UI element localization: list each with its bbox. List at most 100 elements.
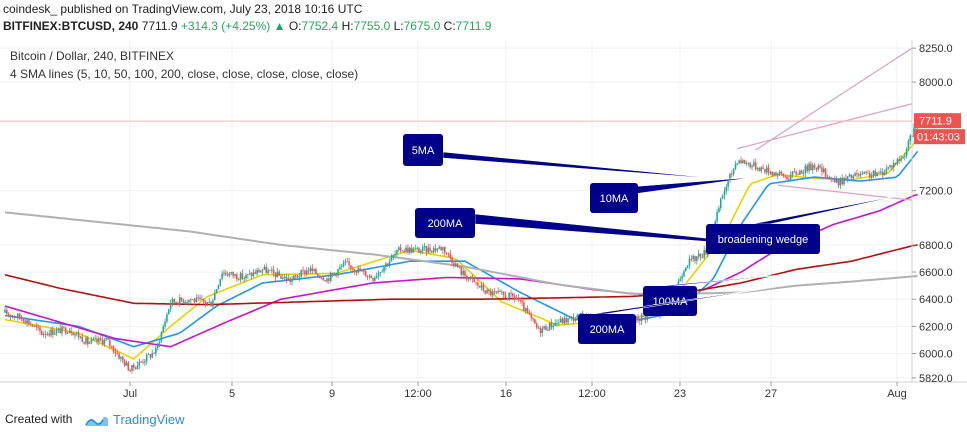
candle-body (123, 360, 126, 366)
candle-body (530, 314, 533, 318)
candle-body (267, 270, 269, 274)
candle-body (484, 290, 487, 294)
candle-body (881, 171, 884, 176)
candle-body (834, 178, 836, 183)
candle-body (140, 361, 142, 363)
candle-body (173, 298, 176, 303)
candle-body (155, 348, 157, 354)
candle-body (7, 314, 10, 315)
price-tick-label: 8250.0 (919, 43, 953, 55)
candle-body (33, 325, 36, 327)
candle-body (99, 338, 102, 341)
candle-body (136, 365, 139, 370)
trendline-upper (755, 47, 913, 151)
candle-body (210, 301, 212, 307)
candle-body (637, 316, 639, 321)
candle-body (420, 250, 422, 253)
candle-body (39, 327, 41, 331)
price-tick-label: 6000.0 (919, 349, 953, 361)
callout-box (578, 314, 636, 344)
candle-body (180, 297, 183, 301)
publisher-name[interactable]: coindesk_ (3, 2, 58, 16)
candle-body (692, 255, 694, 260)
candle-body (499, 291, 501, 292)
candle-body (13, 315, 15, 318)
candle-body (431, 251, 433, 253)
candle-body (90, 339, 93, 343)
candle-body (26, 320, 28, 324)
candle-body (50, 329, 52, 336)
open-value: 7752.4 (301, 19, 339, 33)
candle-body (355, 271, 358, 273)
footer: Created with TradingView (0, 404, 967, 432)
candle-body (558, 322, 560, 324)
price-chart[interactable]: 5MA 10MA 200MA broadening wedge 100MA 200MA 5… (0, 40, 967, 402)
candle-body (381, 271, 383, 273)
candle-body (423, 246, 426, 248)
candle-body (186, 301, 188, 303)
candle-body (271, 269, 273, 271)
candle-body (133, 364, 135, 368)
callout-box (415, 208, 475, 238)
candle-body (145, 354, 148, 362)
candle-body (510, 293, 512, 294)
candle-body (872, 170, 875, 176)
candle-body (280, 275, 282, 279)
candle-body (442, 247, 444, 251)
candle-body (471, 276, 474, 279)
candle-body (243, 278, 245, 280)
candle-body (523, 302, 525, 311)
candle-body (85, 337, 87, 344)
candle-body (230, 271, 233, 274)
candle-body (758, 168, 761, 172)
callout-box (403, 134, 443, 166)
candle-body (72, 333, 74, 336)
candle-body (478, 285, 481, 288)
price-axis[interactable]: 5820.0 6000.0 6200.0 6400.0 6600.0 6800.0 7200… (912, 43, 953, 385)
candle-body (35, 325, 38, 328)
candle-body (861, 173, 864, 175)
candle-body (177, 302, 179, 305)
candle-body (754, 162, 757, 170)
candle-body (854, 173, 856, 177)
candle-body (144, 361, 146, 363)
candle-body (390, 256, 393, 262)
candle-body (751, 165, 753, 168)
candle-body (213, 293, 216, 301)
candle-body (725, 186, 728, 192)
candle-body (447, 253, 450, 255)
candle-body (83, 342, 85, 344)
candle-body (351, 268, 354, 270)
candle-body (743, 160, 746, 164)
candle-body (184, 302, 187, 303)
candle-body (749, 162, 751, 168)
candle-body (359, 268, 361, 272)
candle-body (565, 318, 567, 323)
price-tick-label: 8000.0 (919, 77, 953, 89)
candle-body (771, 172, 774, 176)
candle-body (887, 167, 889, 169)
candle-body (513, 296, 516, 299)
candle-body (236, 274, 238, 280)
candle-body (497, 291, 499, 293)
tradingview-link[interactable]: TradingView (113, 412, 185, 427)
candle-body (81, 336, 84, 343)
candle-body (913, 127, 915, 137)
candle-body (517, 297, 520, 301)
candle-body (116, 353, 119, 354)
candle-body (817, 165, 820, 170)
candle-body (427, 247, 429, 253)
candle-body (372, 278, 374, 281)
time-tick-label: 23 (674, 388, 686, 400)
candle-body (541, 328, 544, 334)
candle-body (199, 297, 201, 300)
candle-body (322, 278, 325, 281)
candle-body (237, 279, 240, 280)
candle-body (383, 267, 385, 272)
callout-box (643, 286, 697, 316)
low-label: L: (393, 19, 404, 33)
time-axis[interactable]: Jul 5 9 12:00 16 12:00 23 27 Aug (123, 382, 907, 400)
time-tick-label: 12:00 (578, 388, 606, 400)
candle-body (762, 167, 764, 169)
annotation-callout: 200MA (415, 208, 824, 251)
